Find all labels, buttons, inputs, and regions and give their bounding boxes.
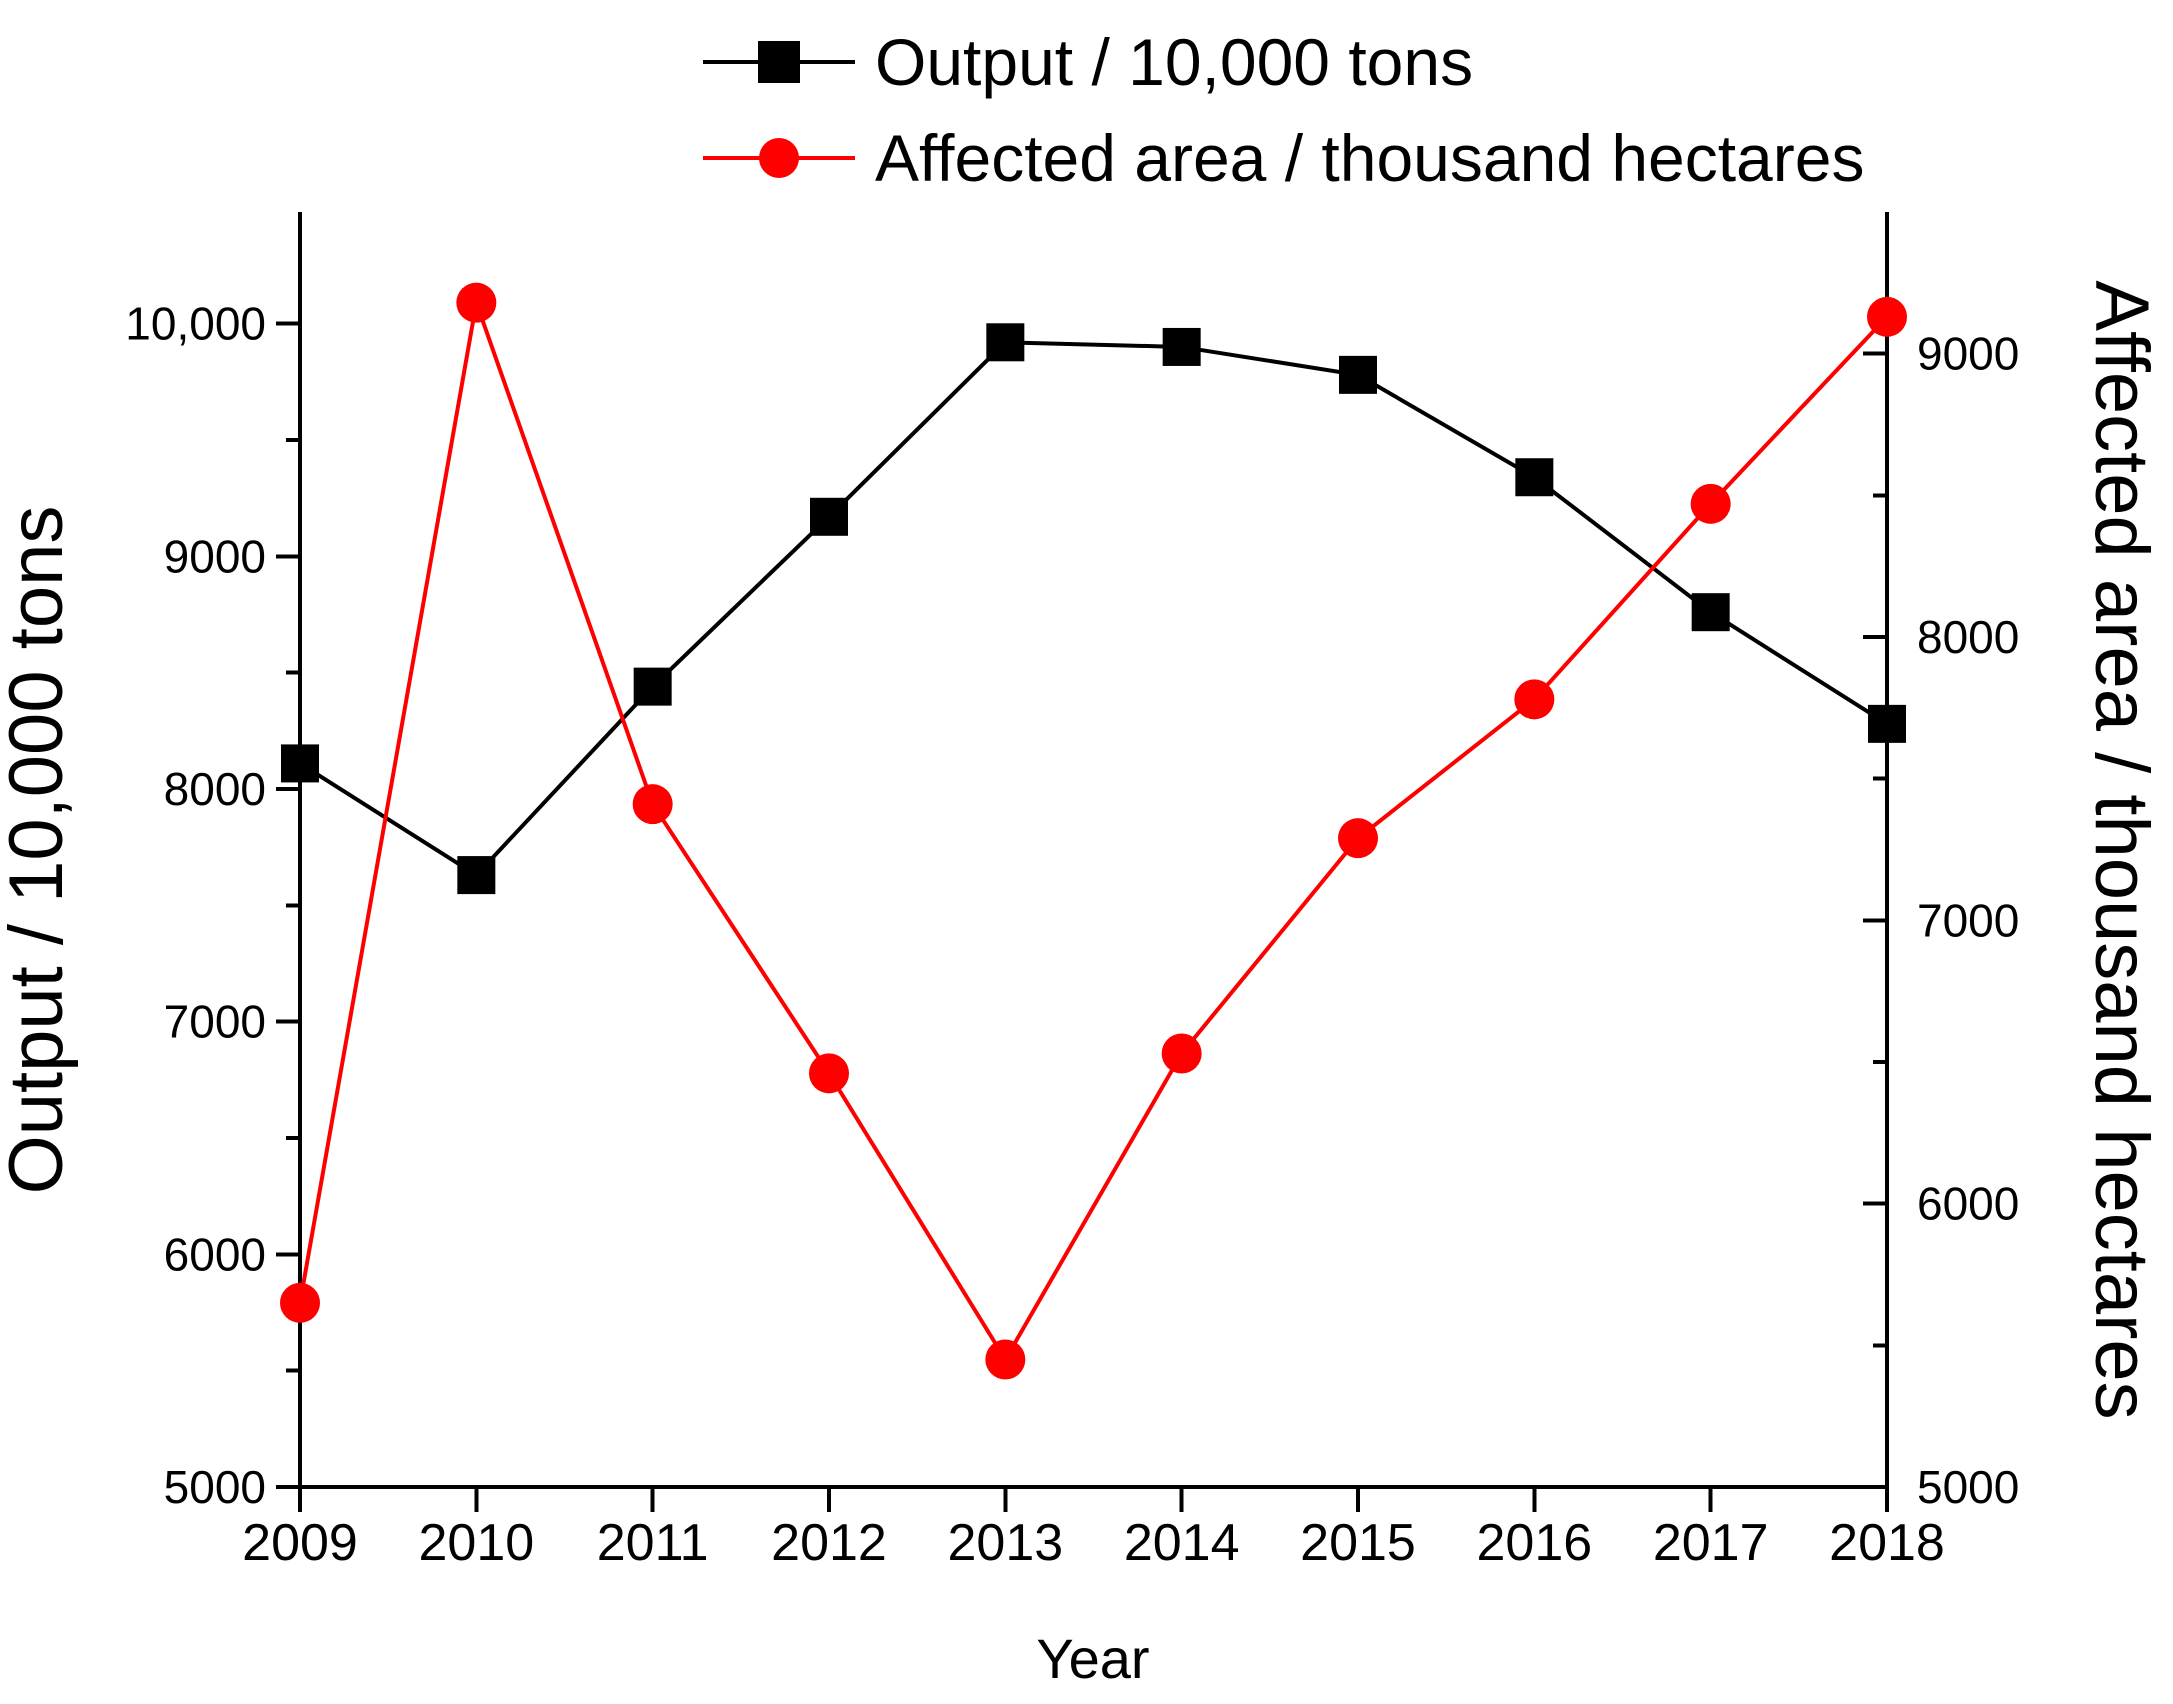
y-left-tick-label: 9000 xyxy=(164,530,266,582)
data-point-affected-2011 xyxy=(632,784,673,825)
y-right-tick-label: 9000 xyxy=(1917,328,2019,380)
data-series xyxy=(280,282,1907,1380)
legend-circle-marker-icon xyxy=(759,138,799,178)
y-right-tick-label: 6000 xyxy=(1917,1178,2019,1230)
data-point-output-2015 xyxy=(1339,355,1377,394)
x-tick-label: 2014 xyxy=(1124,1514,1240,1572)
data-point-output-2011 xyxy=(633,667,672,706)
right-axis-title: Affected area / thousand hectares xyxy=(2079,280,2164,1419)
legend-label-affected: Affected area / thousand hectares xyxy=(875,121,1864,195)
series-line-affected xyxy=(298,294,1889,1364)
legend-square-marker-icon xyxy=(758,41,800,83)
data-point-affected-2017 xyxy=(1690,483,1731,524)
legend: Output / 10,000 tons Affected area / tho… xyxy=(703,25,1864,195)
x-axis-title: Year xyxy=(1036,1627,1149,1690)
data-point-affected-2009 xyxy=(280,1282,320,1323)
y-right-tick-label: 8000 xyxy=(1917,611,2019,663)
y-right-tick-label: 7000 xyxy=(1917,894,2019,946)
x-tick-label: 2018 xyxy=(1829,1514,1945,1572)
data-point-output-2014 xyxy=(1162,327,1201,366)
left-axis-title: Output / 10,000 tons xyxy=(0,506,79,1195)
data-point-output-2016 xyxy=(1515,458,1554,497)
x-tick-label: 2016 xyxy=(1476,1514,1592,1572)
y-left-tick-label: 8000 xyxy=(164,763,266,815)
y-left-tick-label: 5000 xyxy=(164,1461,266,1513)
x-tick-label: 2015 xyxy=(1300,1514,1416,1572)
series-line-output xyxy=(298,340,1889,878)
data-point-output-2009 xyxy=(281,744,319,783)
y-left-tick-label: 7000 xyxy=(164,996,266,1048)
data-point-output-2018 xyxy=(1868,704,1906,743)
y-left-tick-label: 6000 xyxy=(164,1228,266,1280)
axes: 5000 6000 7000 8000 9000 10,000 5000 6000 7000 80… xyxy=(125,212,2019,1572)
data-point-output-2010 xyxy=(457,856,496,895)
data-point-affected-2012 xyxy=(809,1053,849,1094)
x-tick-label: 2012 xyxy=(771,1514,887,1572)
data-point-output-2013 xyxy=(986,323,1025,362)
data-point-affected-2016 xyxy=(1514,679,1555,720)
data-point-affected-2010 xyxy=(456,282,497,323)
data-point-affected-2015 xyxy=(1338,818,1378,859)
x-tick-label: 2013 xyxy=(947,1514,1063,1572)
y-right-tick-label: 5000 xyxy=(1917,1461,2019,1513)
x-tick-label: 2011 xyxy=(597,1514,709,1572)
x-tick-label: 2009 xyxy=(242,1514,358,1572)
data-point-affected-2014 xyxy=(1161,1033,1202,1074)
data-point-output-2012 xyxy=(810,497,848,536)
data-point-output-2017 xyxy=(1691,593,1730,632)
y-left-tick-label: 10,000 xyxy=(125,298,266,350)
x-tick-label: 2010 xyxy=(418,1514,534,1572)
data-point-affected-2013 xyxy=(985,1339,1026,1380)
data-point-affected-2018 xyxy=(1867,296,1907,337)
legend-label-output: Output / 10,000 tons xyxy=(875,25,1473,99)
x-tick-label: 2017 xyxy=(1653,1514,1769,1572)
